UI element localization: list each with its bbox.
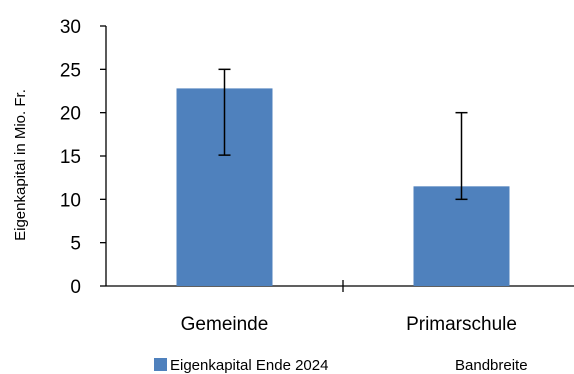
legend-label-eigenkapital: Eigenkapital Ende 2024 [170, 357, 328, 374]
y-tick-label: 10 [60, 190, 81, 211]
y-tick-label: 25 [60, 60, 81, 81]
legend-swatch-eigenkapital [154, 358, 167, 371]
legend: Eigenkapital Ende 2024 Bandbreite [154, 357, 528, 374]
category-label-primarschule: Primarschule [406, 314, 517, 335]
y-tick-label: 15 [60, 147, 81, 168]
category-labels: Gemeinde Primarschule [181, 314, 517, 335]
y-tick-label: 30 [60, 17, 81, 38]
y-axis-title: Eigenkapital in Mio. Fr. [12, 89, 29, 241]
y-tick-label: 0 [70, 277, 81, 298]
y-tick-label: 5 [70, 234, 81, 255]
bar-primarschule [413, 186, 510, 286]
y-tick-label: 20 [60, 104, 81, 125]
bars [176, 88, 510, 287]
legend-label-bandbreite: Bandbreite [455, 357, 528, 374]
error-bars [218, 68, 468, 201]
y-tick-labels: 0 5 10 15 20 25 30 [60, 17, 81, 298]
category-label-gemeinde: Gemeinde [181, 314, 269, 335]
